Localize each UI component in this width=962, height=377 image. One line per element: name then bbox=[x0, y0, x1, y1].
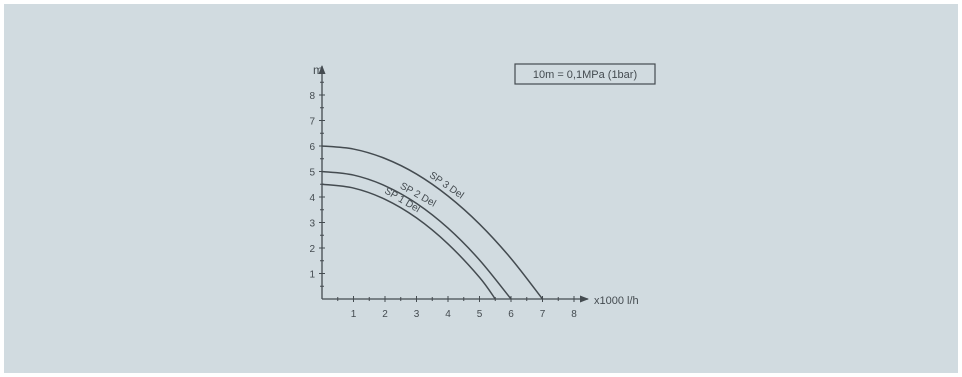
y-tick-label: 4 bbox=[309, 193, 315, 204]
x-tick-label: 4 bbox=[445, 309, 451, 320]
y-tick-label: 3 bbox=[309, 219, 315, 230]
y-tick-label: 5 bbox=[309, 168, 315, 179]
series-line bbox=[321, 183, 496, 300]
x-axis-arrow bbox=[580, 295, 589, 303]
y-tick-label: 1 bbox=[309, 270, 315, 281]
note-box: 10m = 0,1MPa (1bar) bbox=[514, 63, 656, 85]
y-tick-label: 6 bbox=[309, 142, 315, 153]
x-tick-label: 1 bbox=[351, 309, 357, 320]
axes: 1 2 3 4 5 6 7 8 1 2 3 4 5 6 7 8 bbox=[309, 65, 589, 320]
x-tick-label: 3 bbox=[414, 309, 420, 320]
x-tick-label: 8 bbox=[571, 309, 577, 320]
y-axis-label: m bbox=[313, 63, 323, 77]
y-tick-label: 2 bbox=[309, 244, 315, 255]
x-tick-label: 5 bbox=[477, 309, 483, 320]
x-axis-label: x1000 l/h bbox=[594, 295, 639, 307]
x-tick-label: 6 bbox=[508, 309, 514, 320]
note-box-frame bbox=[514, 63, 656, 85]
note-text: 10m = 0,1MPa (1bar) bbox=[533, 69, 637, 81]
chart-panel bbox=[4, 4, 958, 373]
series-line bbox=[321, 170, 512, 300]
x-tick-label: 2 bbox=[382, 309, 388, 320]
x-tick-label: 7 bbox=[540, 309, 546, 320]
y-tick-label: 8 bbox=[309, 91, 315, 102]
y-axis-arrow bbox=[318, 65, 326, 74]
y-tick-label: 7 bbox=[309, 117, 315, 128]
series-line bbox=[321, 145, 544, 300]
